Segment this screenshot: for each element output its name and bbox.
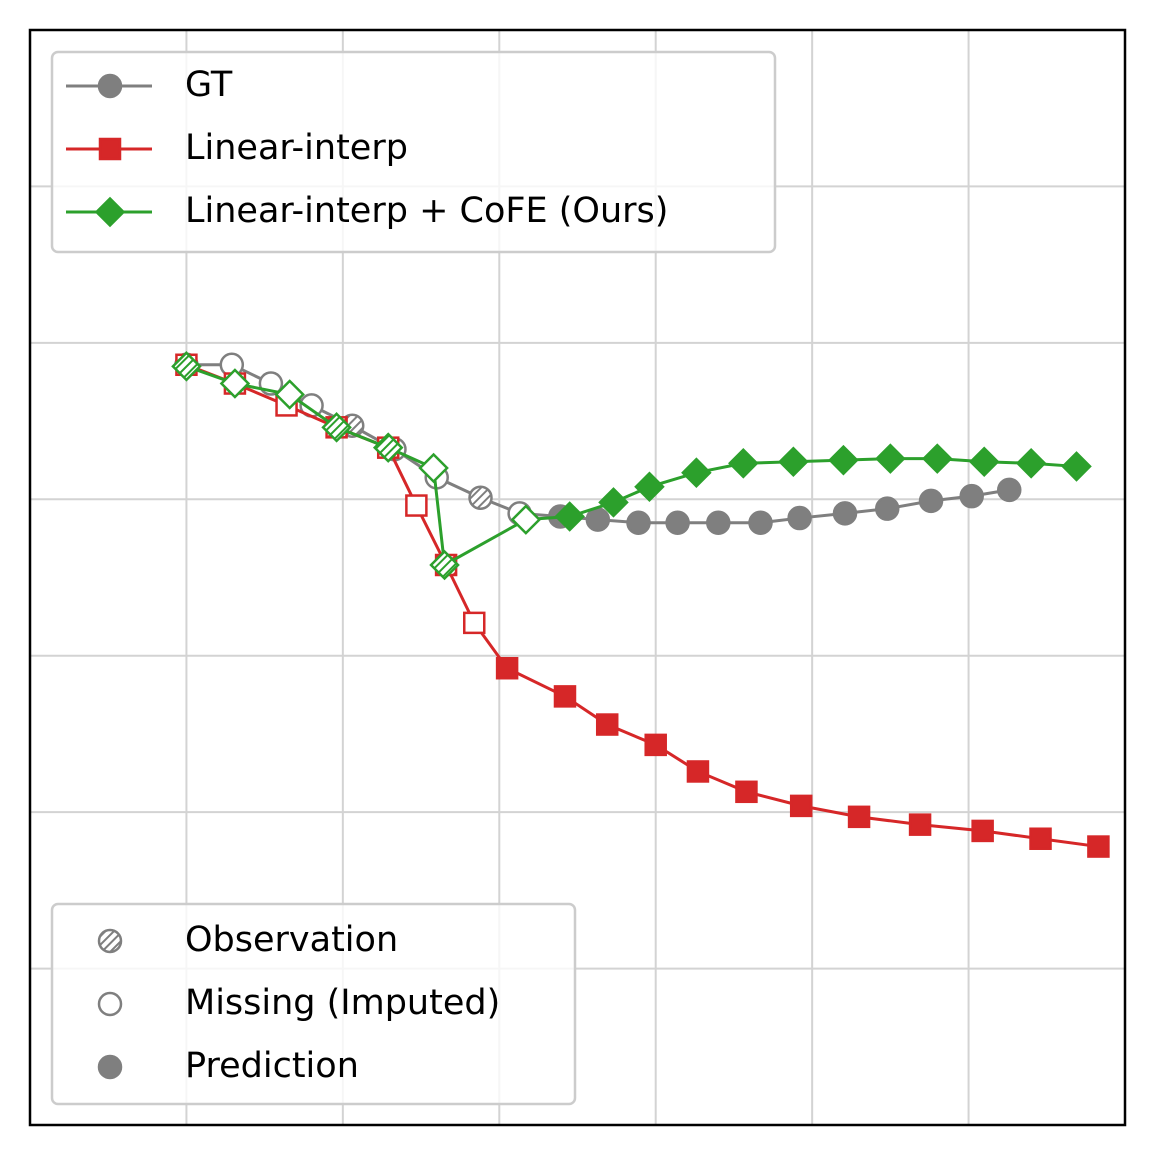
data-point (918, 488, 944, 514)
data-point (321, 412, 352, 443)
plot-frame (28, 28, 1127, 1127)
data-point (585, 507, 611, 532)
legend-marker (97, 991, 123, 1017)
data-point (908, 813, 932, 836)
legend-box (50, 50, 777, 254)
data-point (728, 448, 759, 479)
data-point (968, 446, 1000, 478)
data-point (219, 368, 251, 399)
data-point (922, 443, 953, 474)
data-point (832, 501, 858, 526)
data-point (418, 452, 449, 484)
legend-marker (97, 1054, 123, 1080)
data-point (634, 471, 665, 503)
data-point (510, 504, 542, 535)
legend: Observation Missing (Imputed) Prediction (50, 902, 577, 1106)
data-point (405, 494, 428, 517)
data-point (665, 510, 690, 535)
data-point (644, 733, 667, 757)
series-line (185, 363, 1099, 849)
data-point (598, 487, 629, 518)
legend: GT Linear-interp Linear-interp + CoFE (Our… (50, 50, 777, 254)
data-point (1015, 448, 1047, 479)
data-point (686, 760, 710, 783)
data-point (553, 685, 577, 708)
legend-marker (98, 137, 122, 161)
data-point (1061, 451, 1092, 482)
data-point (874, 496, 900, 521)
data-point (595, 713, 619, 736)
data-point (463, 611, 486, 635)
legend-label: Prediction (185, 1046, 359, 1086)
data-point (787, 505, 812, 531)
data-point (971, 819, 994, 843)
data-point (429, 549, 460, 581)
data-point (372, 432, 404, 463)
data-point (959, 483, 984, 509)
data-point (706, 510, 731, 535)
data-point (554, 501, 585, 532)
data-point (681, 457, 712, 488)
legend-box (50, 902, 577, 1106)
legend-label: Missing (Imputed) (185, 983, 500, 1023)
data-point (789, 794, 813, 818)
data-point (996, 477, 1022, 503)
data-point (626, 510, 651, 535)
legend-marker (94, 196, 126, 228)
legend-marker (97, 928, 123, 954)
data-point (468, 485, 493, 510)
legend-label: Linear-interp + CoFE (Ours) (185, 191, 668, 231)
legend-marker (97, 73, 123, 99)
data-point (778, 446, 809, 478)
data-point (748, 510, 773, 535)
data-point (171, 351, 202, 382)
data-point (875, 443, 906, 474)
legend-label: GT (185, 65, 233, 105)
data-point (735, 780, 758, 804)
data-point (495, 656, 519, 680)
data-point (1029, 827, 1052, 850)
legend-label: Observation (185, 920, 398, 960)
data-point (828, 444, 859, 476)
data-point (1087, 835, 1110, 858)
legend-label: Linear-interp (185, 128, 408, 168)
data-point (847, 805, 871, 829)
data-point (274, 379, 305, 410)
